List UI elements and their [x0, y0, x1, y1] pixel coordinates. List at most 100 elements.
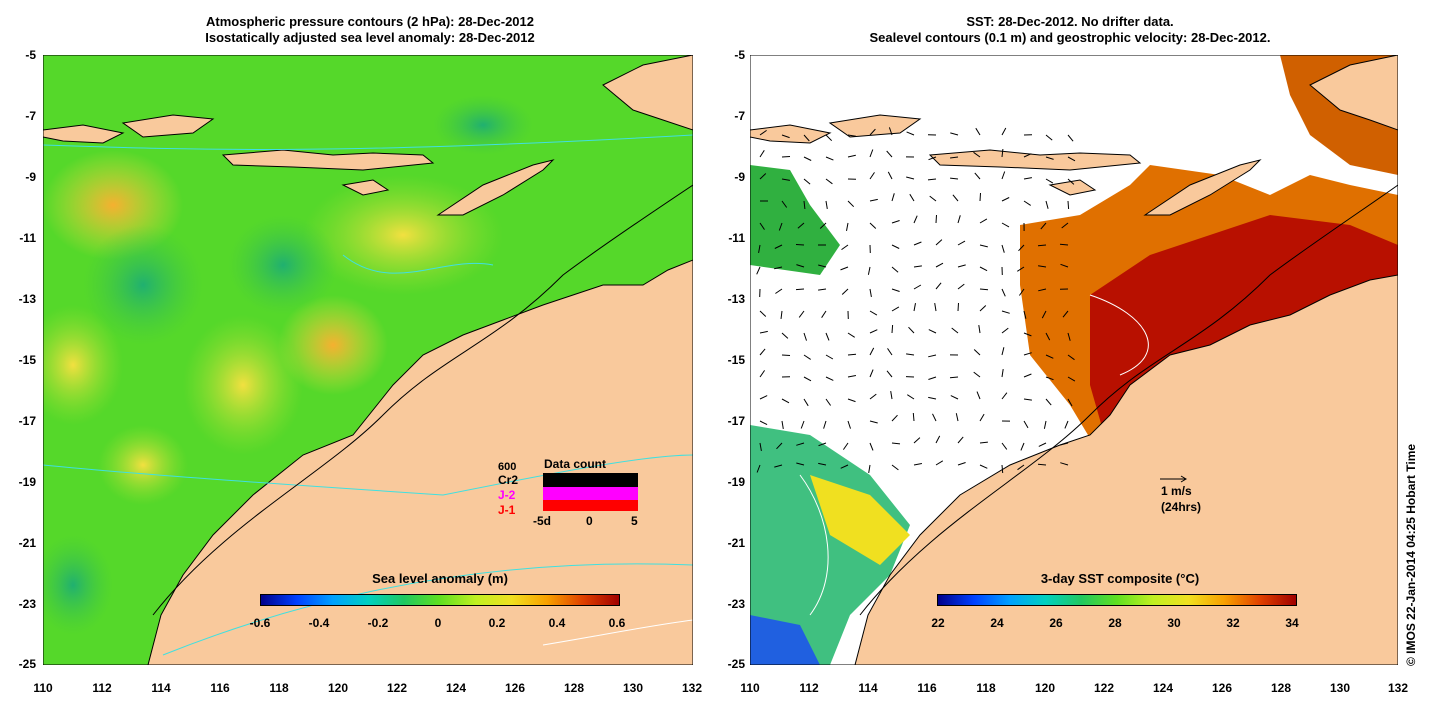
right-y-tick: -7	[734, 109, 745, 123]
left-colorbar-tick: -0.2	[367, 616, 389, 630]
data-count-label-j1: J-1	[498, 503, 516, 517]
right-colorbar-tick: 32	[1226, 616, 1240, 630]
left-y-tick: -9	[25, 170, 36, 184]
left-x-tick: 122	[386, 681, 408, 695]
velocity-vector	[950, 132, 959, 136]
velocity-vector	[1001, 148, 1004, 158]
velocity-vector	[891, 442, 901, 445]
left-title-line2: Isostatically adjusted sea level anomaly…	[205, 30, 535, 45]
left-x-tick: 126	[504, 681, 526, 695]
right-colorbar-tick: 24	[990, 616, 1004, 630]
velocity-vector	[1001, 327, 1009, 334]
velocity-vector	[825, 332, 830, 341]
right-map[interactable]	[750, 55, 1398, 665]
velocity-vector	[1045, 134, 1053, 141]
velocity-vector	[891, 306, 900, 312]
velocity-vector	[759, 420, 768, 426]
right-colorbar-tick: 22	[931, 616, 945, 630]
right-y-tick: -17	[727, 414, 745, 428]
velocity-vector	[1001, 464, 1004, 474]
velocity-vector	[1038, 288, 1047, 292]
velocity-vector	[949, 376, 959, 379]
velocity-vector	[1067, 354, 1075, 361]
australia-land	[854, 274, 1398, 665]
velocity-scale-arrowhead	[1180, 475, 1187, 483]
velocity-vector	[796, 442, 805, 446]
velocity-vector	[796, 264, 805, 268]
velocity-vector	[825, 376, 834, 381]
velocity-vector	[886, 370, 893, 378]
right-y-tick: -15	[727, 353, 745, 367]
velocity-vector	[891, 464, 899, 471]
velocity-vector	[887, 171, 893, 180]
velocity-vector	[825, 178, 833, 185]
velocity-vector	[934, 303, 937, 312]
velocity-vector	[759, 173, 767, 180]
velocity-vector	[759, 395, 768, 400]
velocity-vector	[759, 129, 767, 136]
velocity-vector	[891, 220, 900, 224]
velocity-vector	[891, 288, 900, 292]
velocity-vector	[1041, 310, 1047, 319]
pressure-contour	[43, 134, 693, 150]
velocity-vector	[759, 150, 765, 158]
velocity-vector	[908, 326, 915, 334]
velocity-vector	[1023, 177, 1032, 180]
island-timor	[436, 159, 555, 216]
right-y-tick: -19	[727, 475, 745, 489]
velocity-vector	[1001, 127, 1007, 136]
velocity-vector	[1059, 243, 1069, 246]
velocity-vector	[869, 393, 877, 400]
sla-low-patch	[228, 215, 338, 315]
left-y-tick: -7	[25, 109, 36, 123]
velocity-vector	[976, 391, 981, 400]
velocity-vector	[1060, 263, 1069, 268]
shelf-contour	[859, 184, 1398, 616]
right-colorbar-tick: 34	[1285, 616, 1299, 630]
velocity-vector	[1043, 420, 1047, 429]
velocity-vector	[1001, 288, 1006, 297]
velocity-vector	[759, 442, 762, 451]
velocity-vector	[1045, 200, 1049, 209]
right-x-tick: 126	[1211, 681, 1233, 695]
left-x-tick: 120	[327, 681, 349, 695]
velocity-vector	[1001, 244, 1005, 253]
velocity-vector	[957, 240, 966, 246]
velocity-vector	[906, 176, 915, 180]
right-x-tick: 120	[1034, 681, 1056, 695]
velocity-vector	[950, 177, 959, 180]
velocity-vector	[759, 330, 768, 334]
left-map[interactable]	[43, 55, 693, 665]
velocity-vector	[1018, 244, 1025, 252]
velocity-vector	[774, 464, 783, 468]
velocity-vector	[1061, 222, 1069, 229]
velocity-vector	[950, 156, 959, 159]
island-java-east	[121, 114, 215, 138]
velocity-vector	[952, 194, 959, 202]
sealevel-contour	[1089, 294, 1149, 376]
velocity-vector	[1067, 156, 1076, 162]
left-colorbar	[260, 594, 620, 606]
right-y-tick: -5	[734, 48, 745, 62]
velocity-vector	[1060, 442, 1069, 446]
data-count-title: Data count	[544, 457, 607, 471]
sla-high-patch	[43, 305, 123, 425]
velocity-vector	[759, 370, 766, 378]
right-y-tick: -25	[727, 657, 745, 671]
velocity-vector	[957, 215, 961, 224]
left-colorbar-tick: 0.2	[488, 616, 506, 630]
sst-cold-region	[750, 615, 820, 665]
velocity-vector	[847, 375, 856, 378]
sla-high-patch	[183, 315, 303, 455]
sst-cool-region	[750, 425, 910, 665]
velocity-vector	[935, 262, 944, 268]
velocity-vector	[955, 413, 959, 422]
right-x-tick: 110	[740, 681, 760, 695]
velocity-vector	[841, 288, 849, 295]
velocity-vector	[781, 332, 789, 339]
velocity-vector	[781, 420, 784, 429]
velocity-vector	[781, 354, 791, 356]
data-count-axis-end: 5	[631, 514, 638, 528]
velocity-vector	[796, 462, 805, 466]
velocity-vector	[781, 178, 790, 181]
